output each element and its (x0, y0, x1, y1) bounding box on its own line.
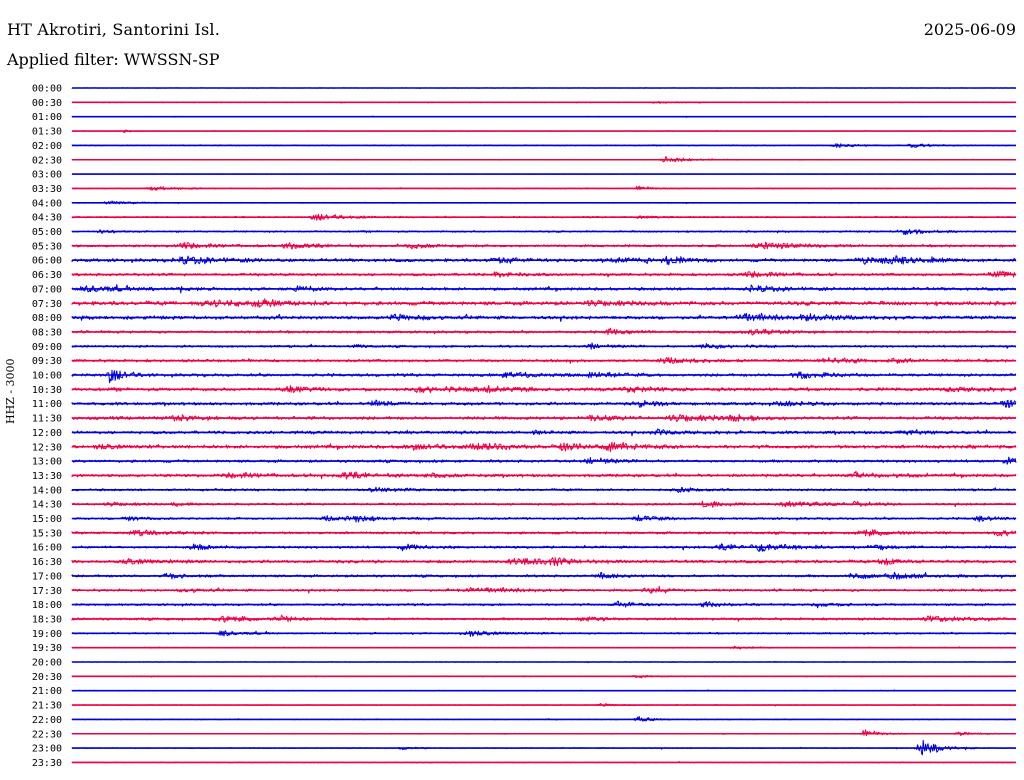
time-tick-label: 07:00 (32, 284, 62, 295)
time-tick-label: 14:00 (32, 485, 62, 496)
time-tick-label: 18:30 (32, 614, 62, 625)
time-tick-label: 23:00 (32, 744, 62, 755)
time-tick-label: 08:30 (32, 327, 62, 338)
time-tick-label: 18:00 (32, 600, 62, 611)
time-tick-label: 03:30 (32, 184, 62, 195)
time-tick-label: 22:00 (32, 715, 62, 726)
time-tick-label: 02:00 (32, 141, 62, 152)
time-tick-label: 16:00 (32, 543, 62, 554)
filter-label: Applied filter: WWSSN-SP (7, 50, 220, 69)
time-tick-label: 20:00 (32, 658, 62, 669)
time-tick-label: 10:30 (32, 385, 62, 396)
trace-line-2230 (71, 729, 1017, 737)
time-tick-label: 19:00 (32, 629, 62, 640)
time-tick-label: 19:30 (32, 643, 62, 654)
time-tick-label: 11:00 (32, 399, 62, 410)
time-tick-label: 03:00 (32, 170, 62, 181)
time-tick-label: 06:30 (32, 270, 62, 281)
time-tick-label: 12:00 (32, 428, 62, 439)
time-tick-label: 14:30 (32, 500, 62, 511)
time-tick-label: 10:00 (32, 371, 62, 382)
time-tick-label: 16:30 (32, 557, 62, 568)
time-tick-label: 00:00 (32, 84, 62, 95)
time-tick-label: 21:30 (32, 701, 62, 712)
time-tick-label: 01:00 (32, 112, 62, 123)
time-tick-label: 17:30 (32, 586, 62, 597)
time-tick-label: 23:30 (32, 758, 62, 769)
time-tick-label: 20:30 (32, 672, 62, 683)
time-tick-label: 13:30 (32, 471, 62, 482)
station-name: HT Akrotiri, Santorini Isl. (7, 20, 221, 39)
time-tick-label: 01:30 (32, 127, 62, 138)
time-tick-label: 02:30 (32, 155, 62, 166)
time-tick-label: 12:30 (32, 442, 62, 453)
time-tick-label: 21:00 (32, 686, 62, 697)
time-tick-label: 15:00 (32, 514, 62, 525)
trace-line-1000 (71, 369, 1016, 384)
time-tick-label: 09:30 (32, 356, 62, 367)
time-tick-label: 11:30 (32, 414, 62, 425)
time-tick-label: 04:00 (32, 198, 62, 209)
time-tick-label: 04:30 (32, 213, 62, 224)
time-tick-label: 15:30 (32, 528, 62, 539)
time-tick-label: 13:00 (32, 457, 62, 468)
record-date: 2025-06-09 (923, 20, 1016, 39)
time-tick-label: 06:00 (32, 256, 62, 267)
time-tick-label: 00:30 (32, 98, 62, 109)
time-tick-label: 07:30 (32, 299, 62, 310)
time-tick-label: 22:30 (32, 729, 62, 740)
time-tick-label: 05:00 (32, 227, 62, 238)
time-tick-label: 05:30 (32, 241, 62, 252)
time-tick-label: 08:00 (32, 313, 62, 324)
time-tick-label: 09:00 (32, 342, 62, 353)
time-tick-label: 17:00 (32, 571, 62, 582)
